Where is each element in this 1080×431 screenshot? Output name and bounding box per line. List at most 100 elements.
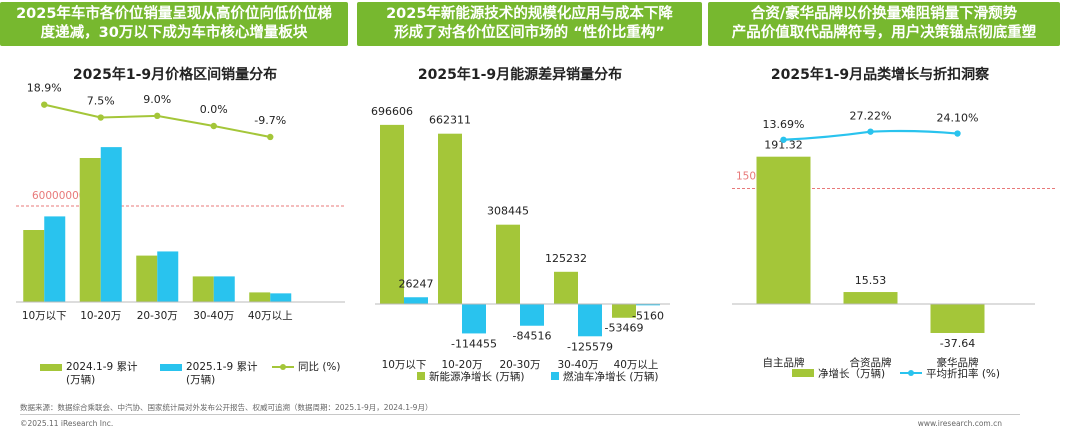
chart-1-bar-2024 xyxy=(23,230,45,302)
banner-2: 2025年新能源技术的规模化应用与成本下降 形成了对各价位区间市场的 “性价比重… xyxy=(357,2,702,46)
chart-3-threshold-label: 150 xyxy=(736,171,756,183)
chart-3-legend-discount: 平均折扣率 (%) xyxy=(926,367,1000,380)
chart-1-legend-2025: 2025.1-9 累计 xyxy=(186,360,258,373)
chart-3-bar-growth xyxy=(930,304,985,333)
chart-1-legend-2024-unit: (万辆) xyxy=(66,373,95,386)
chart-1-bar-2025 xyxy=(213,276,235,302)
chart-1-yoy-label: 0.0% xyxy=(200,103,228,116)
chart-3-discount-label: 27.22% xyxy=(850,110,892,123)
chart-2-x-tick: 10-20万 xyxy=(441,359,482,371)
chart-1-yoy-point xyxy=(154,112,161,120)
chart-1-yoy-point xyxy=(210,122,217,130)
chart-1-yoy-point xyxy=(97,114,104,121)
chart-1-x-tick: 20-30万 xyxy=(137,310,178,322)
chart-1-yoy-point xyxy=(41,101,48,108)
chart-1-yoy-label: 7.5% xyxy=(87,95,115,108)
chart-3-discount-label: 13.69% xyxy=(763,118,805,131)
banner-3: 合资/豪华品牌以价换量难阻销量下滑颓势 产品价值取代品牌符号，用户决策锚点彻底重… xyxy=(708,2,1060,46)
energy-diff-chart: 2025年1-9月能源差异销量分布 696606 26247 10万以下 662311 -… xyxy=(371,66,670,383)
chart-2-legend-ice: 燃油车净增长 (万辆) xyxy=(563,370,659,383)
chart-1-legend-swatch-2025 xyxy=(160,364,182,371)
chart-2-bar-nev xyxy=(380,124,404,304)
chart-3-label-growth: 15.53 xyxy=(855,274,887,287)
chart-1-threshold-label: 60000000 xyxy=(32,190,85,202)
chart-2-label-ice: -84516 xyxy=(513,330,552,343)
chart-1-bar-2025 xyxy=(100,147,122,302)
chart-2-label-ice: 26247 xyxy=(399,277,434,290)
chart-3-label-growth: 191.32 xyxy=(764,139,803,152)
chart-1-bar-2024 xyxy=(249,292,271,302)
chart-1-x-tick: 40万以上 xyxy=(248,310,293,322)
category-growth-chart: 2025年1-9月品类增长与折扣洞察 150 191.32 自主品牌 15.53 合资品牌… xyxy=(732,66,1055,380)
chart-2-legend-swatch-ice xyxy=(551,372,559,380)
chart-1-yoy-point xyxy=(267,133,274,141)
chart-2-bar-ice xyxy=(520,304,544,326)
chart-2-x-tick: 20-30万 xyxy=(499,359,540,371)
chart-2-legend-swatch-nev xyxy=(417,372,425,380)
chart-1-title: 2025年1-9月价格区间销量分布 xyxy=(73,66,277,83)
chart-3-bar-growth xyxy=(843,292,898,304)
price-range-chart: 2025年1-9月价格区间销量分布 60000000 10万以下 10-20万 20-3… xyxy=(16,66,345,386)
source-note: 数据来源：数据综合乘联会、中汽协、国家统计局对外发布公开报告、权威可追溯（数据周… xyxy=(20,403,433,412)
chart-1-yoy-label: 18.9% xyxy=(27,82,62,95)
banner-3-line-2: 产品价值取代品牌符号，用户决策锚点彻底重塑 xyxy=(731,25,1037,41)
chart-2-bar-ice xyxy=(636,304,660,306)
chart-1-bar-2025 xyxy=(44,216,66,302)
banner-1-line-1: 2025年车市各价位销量呈现从高价位向低价位梯 xyxy=(16,6,332,22)
chart-2-bar-nev xyxy=(438,133,462,304)
chart-1-bar-2024 xyxy=(192,276,214,302)
chart-1-legend-2024: 2024.1-9 累计 xyxy=(66,360,138,373)
chart-1-x-tick: 10万以下 xyxy=(22,310,67,322)
chart-2-bar-ice xyxy=(578,304,602,337)
chart-2-label-ice: -125579 xyxy=(567,340,613,353)
chart-2-bar-ice xyxy=(404,297,428,304)
chart-1-x-tick: 30-40万 xyxy=(193,310,234,322)
chart-1-legend-yoy: 同比 (%) xyxy=(298,360,341,373)
chart-1-legend-2025-unit: (万辆) xyxy=(186,373,215,386)
chart-3-x-tick: 豪华品牌 xyxy=(937,356,979,369)
chart-3-discount-point xyxy=(954,130,961,137)
chart-2-label-nev: -53469 xyxy=(605,322,644,335)
chart-3-x-tick: 合资品牌 xyxy=(850,356,892,369)
chart-2-bar-nev xyxy=(496,224,520,304)
chart-1-yoy-line xyxy=(44,103,271,138)
chart-3-legend-swatch-growth xyxy=(792,369,814,377)
chart-2-x-tick: 40万以上 xyxy=(614,359,659,371)
chart-2-x-tick: 30-40万 xyxy=(557,359,598,371)
chart-2-label-nev: 662311 xyxy=(429,114,471,127)
banner-1-line-2: 度递减，30万以下成为车市核心增量板块 xyxy=(40,25,308,41)
chart-2-bar-nev xyxy=(554,271,578,304)
chart-2-title: 2025年1-9月能源差异销量分布 xyxy=(418,66,622,83)
chart-1-legend-swatch-2024 xyxy=(40,364,62,371)
chart-1-yoy-label: 9.0% xyxy=(143,93,171,106)
chart-3-legend-marker-discount xyxy=(908,370,914,376)
chart-2-bar-nev xyxy=(612,304,636,318)
chart-2-bar-ice xyxy=(462,304,486,334)
chart-2-label-nev: 308445 xyxy=(487,205,529,218)
chart-1-legend-marker-yoy xyxy=(280,364,286,370)
website: www.iresearch.com.cn xyxy=(917,419,1002,428)
chart-1-x-tick: 10-20万 xyxy=(80,310,121,322)
chart-2-label-ice: -5160 xyxy=(632,309,664,322)
chart-3-legend-growth: 净增长（万辆) xyxy=(818,367,885,380)
banner-1: 2025年车市各价位销量呈现从高价位向低价位梯 度递减，30万以下成为车市核心增… xyxy=(0,2,348,46)
banner-3-line-1: 合资/豪华品牌以价换量难阻销量下滑颓势 xyxy=(750,6,1018,22)
banner-2-line-2: 形成了对各价位区间市场的 “性价比重构” xyxy=(394,25,665,41)
footer-divider xyxy=(20,414,1020,415)
chart-1-bar-2025 xyxy=(157,251,179,302)
chart-1-bar-2024 xyxy=(136,255,158,302)
chart-2-label-nev: 125232 xyxy=(545,252,587,265)
chart-2-label-nev: 696606 xyxy=(371,105,413,118)
chart-3-discount-label: 24.10% xyxy=(937,112,979,125)
chart-3-bar-growth xyxy=(756,156,811,304)
chart-3-discount-point xyxy=(867,128,874,135)
chart-3-discount-point xyxy=(780,136,787,143)
chart-1-yoy-label: -9.7% xyxy=(254,114,286,127)
chart-2-legend-nev: 新能源净增长 (万辆) xyxy=(429,370,525,383)
chart-3-label-growth: -37.64 xyxy=(940,337,975,350)
chart-1-bar-2025 xyxy=(270,293,292,302)
chart-2-label-ice: -114455 xyxy=(451,337,497,350)
chart-3-x-tick: 自主品牌 xyxy=(763,356,805,369)
copyright: ©2025.11 iResearch Inc. xyxy=(20,419,114,428)
banner-2-line-1: 2025年新能源技术的规模化应用与成本下降 xyxy=(386,6,673,22)
